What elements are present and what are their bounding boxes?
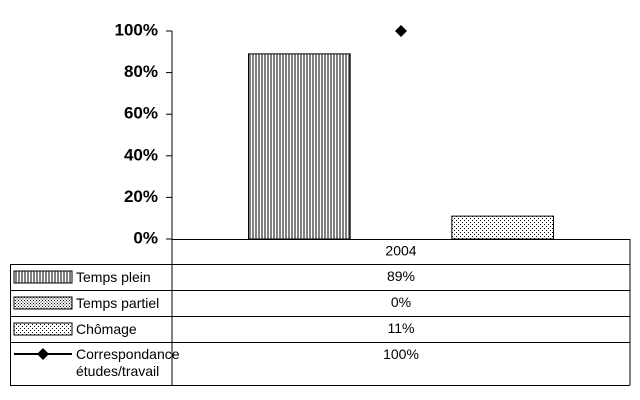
value-label: 0% <box>390 294 412 310</box>
legend-label: Correspondance études/travail <box>76 346 180 379</box>
y-tick-label: 100% <box>115 20 158 39</box>
y-tick-label: 0% <box>133 228 158 247</box>
legend-label: Temps plein <box>76 269 151 285</box>
legend-label: Temps partiel <box>76 295 160 311</box>
bar <box>247 53 351 240</box>
legend-marker <box>37 348 49 360</box>
legend-swatch <box>13 322 73 336</box>
marker <box>395 25 407 37</box>
bar <box>451 215 555 240</box>
y-tick-label: 80% <box>124 62 158 81</box>
value-label: 100% <box>383 346 419 362</box>
legend-swatch <box>13 270 73 284</box>
value-label: 11% <box>387 320 415 336</box>
value-label: 89% <box>386 268 416 284</box>
legend-label: Chômage <box>76 321 137 337</box>
y-tick-label: 60% <box>124 104 158 123</box>
y-tick-label: 20% <box>124 187 158 206</box>
x-category-label: 2004 <box>385 243 416 259</box>
legend-swatch <box>13 296 73 310</box>
y-tick-label: 40% <box>124 145 158 164</box>
